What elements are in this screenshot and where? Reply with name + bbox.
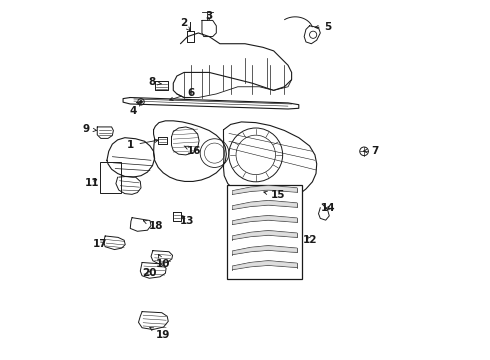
Polygon shape — [232, 230, 297, 239]
Polygon shape — [232, 185, 297, 194]
Text: 9: 9 — [83, 124, 97, 134]
Text: 18: 18 — [144, 221, 163, 231]
Text: 4: 4 — [129, 103, 141, 116]
Text: 8: 8 — [149, 77, 162, 87]
Polygon shape — [232, 246, 297, 255]
Text: 17: 17 — [93, 239, 108, 249]
Bar — [227, 185, 302, 279]
Polygon shape — [232, 201, 297, 210]
Polygon shape — [232, 216, 297, 225]
Polygon shape — [232, 261, 297, 270]
Text: 3: 3 — [205, 11, 213, 21]
Text: 13: 13 — [180, 216, 194, 225]
Text: 20: 20 — [142, 267, 156, 278]
Text: 12: 12 — [303, 235, 318, 245]
Text: 11: 11 — [84, 178, 99, 188]
Circle shape — [140, 100, 143, 103]
Text: 7: 7 — [364, 145, 379, 156]
Text: 14: 14 — [321, 203, 336, 213]
Text: 16: 16 — [184, 145, 201, 156]
Bar — [100, 162, 122, 193]
Text: 2: 2 — [180, 18, 190, 31]
Text: 15: 15 — [264, 190, 285, 201]
Text: 10: 10 — [155, 255, 170, 269]
Text: 19: 19 — [150, 328, 170, 340]
Text: 6: 6 — [170, 88, 194, 100]
Text: 1: 1 — [127, 139, 158, 150]
Text: 5: 5 — [315, 22, 332, 32]
